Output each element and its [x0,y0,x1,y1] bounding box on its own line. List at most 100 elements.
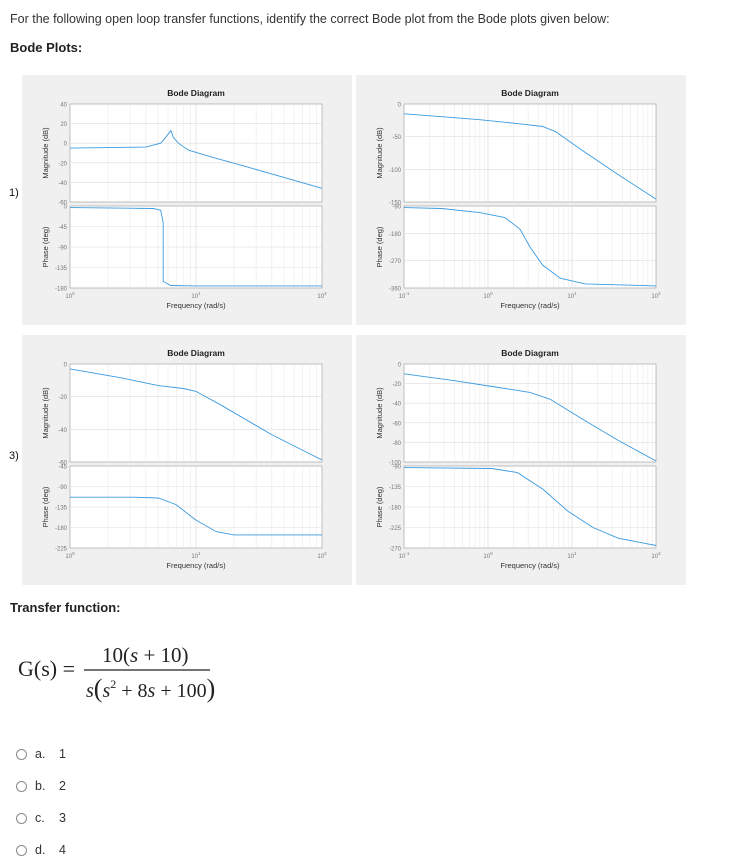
phase-tick-label: -45 [58,225,67,231]
plot-title: Bode Diagram [501,88,559,98]
phase-tick-label: -45 [58,465,67,471]
magnitude-tick-label: 0 [398,103,402,109]
magnitude-tick-label: -100 [389,168,402,174]
option-letter: d. [35,843,46,857]
x-tick-label: 10-1 [399,291,410,300]
magnitude-axis-label: Magnitude (dB) [375,127,384,179]
option-c[interactable]: c. 3 [16,802,66,834]
plot-number-3: 3) [9,450,19,462]
magnitude-tick-label: 0 [398,363,402,369]
radio-button-a[interactable] [16,748,27,760]
phase-curve [70,496,322,536]
x-tick-label: 100 [65,551,75,560]
option-label: 1 [59,747,66,761]
magnitude-curve [69,129,323,189]
option-b[interactable]: b. 2 [16,770,66,802]
magnitude-axis-label: Magnitude (dB) [375,387,384,439]
x-tick-label: 102 [317,551,327,560]
x-tick-label: 100 [483,291,493,300]
phase-tick-label: -135 [55,506,68,512]
magnitude-tick-label: -60 [392,421,401,427]
phase-curve [403,207,657,287]
x-axis-label: Frequency (rad/s) [500,561,560,570]
phase-axis-label: Phase (deg) [375,486,384,527]
phase-tick-label: -180 [55,526,68,532]
magnitude-axis-label: Magnitude (dB) [41,387,50,439]
option-letter: a. [35,747,46,761]
phase-tick-label: -90 [392,465,401,471]
phase-tick-label: -180 [389,232,402,238]
bode-diagram-2: Bode Diagram0-50-100-150-90-180-270-3601… [375,88,661,310]
radio-button-b[interactable] [16,780,27,792]
phase-tick-label: -180 [55,287,68,293]
x-tick-label: 10-1 [399,551,410,560]
plot-title: Bode Diagram [167,348,225,358]
x-tick-label: 101 [567,291,577,300]
x-tick-label: 100 [65,291,75,300]
plot-title: Bode Diagram [501,348,559,358]
magnitude-tick-label: -40 [58,181,67,187]
phase-tick-label: -225 [389,526,402,532]
plot-number-1: 1) [9,187,19,199]
formula-graphic: G(s) = 10(s + 10) s(s2 + 8s + 100) [18,643,215,703]
option-d[interactable]: d. 4 [16,834,66,866]
magnitude-tick-label: -40 [58,428,67,434]
phase-tick-label: -270 [389,259,402,265]
magnitude-tick-label: -40 [392,402,401,408]
magnitude-tick-label: -20 [392,382,401,388]
bode-diagram-4: Bode Diagram 0 -20 -40 -60 -80 -100-90 -135 -180… [375,348,661,570]
magnitude-axis-label: Magnitude (dB) [41,127,50,179]
option-letter: b. [35,779,46,793]
magnitude-tick-label: -150 [389,201,402,207]
transfer-function-formula: G(s) = 10(s + 10) s(s2 + 8s + 100) [18,640,278,710]
x-tick-label: 101 [567,551,577,560]
phase-curve [69,207,322,287]
option-label: 2 [59,779,66,793]
bode-plot-2: Bode Diagram 0 -50 -100 -150 -90 -180 -270 -360 1… [356,75,686,325]
formula-lhs: G(s) = [18,656,75,681]
formula-denominator: s(s2 + 8s + 100) [86,674,215,703]
formula-numerator: 10(s + 10) [102,643,189,667]
magnitude-tick-label: -20 [58,395,67,401]
magnitude-curve [69,368,323,461]
phase-axis-label: Phase (deg) [375,226,384,267]
option-label: 3 [59,811,66,825]
magnitude-tick-label: -100 [389,461,402,467]
radio-button-c[interactable] [16,812,27,824]
phase-tick-label: -225 [55,547,68,553]
bode-plot-4: Bode Diagram 0 -20 -40 -60 -80 -100 -90 -135 -180… [356,335,686,585]
magnitude-axes [403,363,657,463]
phase-tick-label: -90 [58,485,67,491]
option-letter: c. [35,811,45,825]
phase-tick-label: -90 [392,205,401,211]
magnitude-tick-label: -80 [392,441,401,447]
x-tick-label: 100 [483,551,493,560]
transfer-function-heading: Transfer function: [10,600,121,615]
x-tick-label: 102 [651,551,661,560]
x-tick-label: 102 [317,291,327,300]
phase-axis-label: Phase (deg) [41,226,50,267]
magnitude-tick-label: 0 [64,142,68,148]
phase-tick-label: -360 [389,287,402,293]
x-tick-label: 101 [191,291,201,300]
option-label: 4 [59,843,66,857]
magnitude-axes [403,103,657,203]
phase-tick-label: -180 [389,506,402,512]
question-prompt: For the following open loop transfer fun… [10,12,610,26]
bode-plots-heading: Bode Plots: [10,40,83,55]
option-a[interactable]: a. 1 [16,738,66,770]
magnitude-tick-label: -60 [58,461,67,467]
phase-curve [403,467,657,546]
magnitude-tick-label: -60 [58,201,67,207]
phase-tick-label: -135 [55,266,68,272]
bode-diagram-3: Bode Diagram 0 -20 -40 -60-45 -90 -135 -180 -225… [41,348,327,570]
bode-diagram-1: Bode Diagram40200-20-40-600-45-90-135-18… [41,88,327,310]
x-axis-label: Frequency (rad/s) [166,561,226,570]
bode-plot-3: Bode Diagram 0 -20 -40 -60 -45 -90 -135 -180 -225… [22,335,352,585]
magnitude-tick-label: 20 [60,122,67,128]
phase-tick-label: -270 [389,547,402,553]
x-axis-label: Frequency (rad/s) [500,301,560,310]
magnitude-tick-label: 40 [60,103,67,109]
x-tick-label: 102 [651,291,661,300]
magnitude-tick-label: -20 [58,161,67,167]
